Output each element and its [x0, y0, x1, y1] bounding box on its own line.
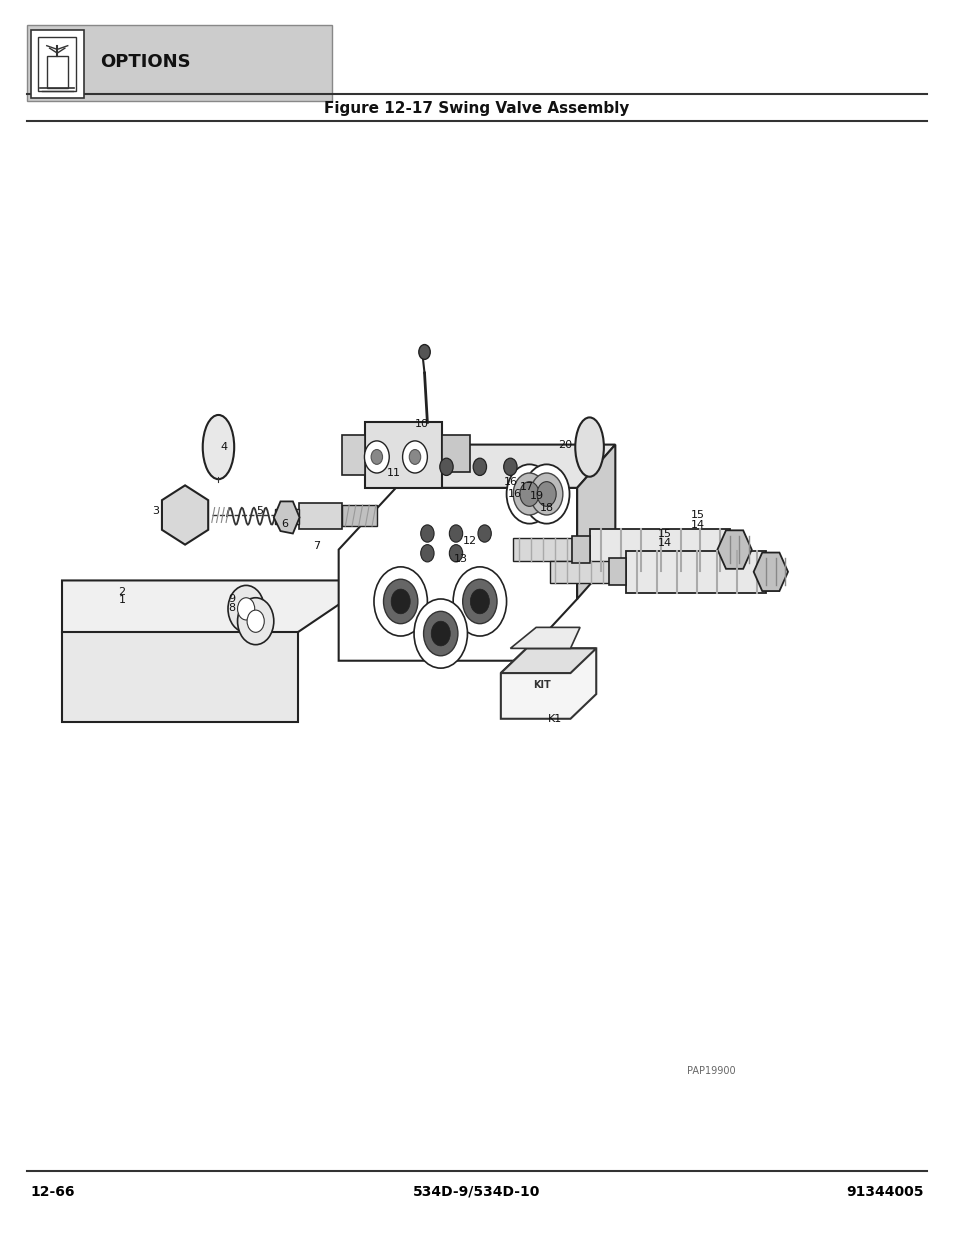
Text: 12: 12 [463, 536, 476, 546]
Circle shape [506, 464, 552, 524]
Circle shape [247, 610, 264, 632]
Text: 7: 7 [313, 541, 320, 551]
Polygon shape [510, 627, 579, 648]
Circle shape [391, 589, 410, 614]
Polygon shape [589, 529, 729, 571]
Circle shape [423, 611, 457, 656]
Circle shape [453, 567, 506, 636]
Circle shape [237, 598, 254, 620]
Circle shape [420, 545, 434, 562]
Circle shape [237, 598, 274, 645]
Text: 17: 17 [519, 482, 533, 492]
Circle shape [519, 482, 538, 506]
Polygon shape [572, 536, 589, 563]
Polygon shape [717, 530, 751, 569]
Polygon shape [62, 632, 297, 722]
Circle shape [383, 579, 417, 624]
Text: 15: 15 [691, 510, 704, 520]
FancyBboxPatch shape [27, 25, 332, 101]
Polygon shape [162, 485, 208, 545]
Polygon shape [365, 422, 441, 488]
Polygon shape [341, 505, 376, 526]
Text: 14: 14 [658, 538, 671, 548]
Circle shape [503, 458, 517, 475]
Circle shape [477, 525, 491, 542]
Text: 10: 10 [415, 419, 428, 429]
Circle shape [537, 482, 556, 506]
Text: 11: 11 [387, 468, 400, 478]
Text: 14: 14 [691, 520, 704, 530]
Circle shape [523, 464, 569, 524]
FancyBboxPatch shape [38, 37, 76, 91]
Polygon shape [274, 509, 298, 524]
Circle shape [414, 599, 467, 668]
Circle shape [371, 450, 382, 464]
Circle shape [530, 473, 562, 515]
Text: OPTIONS: OPTIONS [100, 53, 191, 70]
Text: 2: 2 [118, 587, 126, 597]
Text: 18: 18 [539, 503, 553, 513]
Text: 16: 16 [508, 489, 521, 499]
Circle shape [513, 473, 545, 515]
Polygon shape [608, 558, 625, 585]
Text: KIT: KIT [533, 680, 550, 690]
Polygon shape [513, 538, 572, 561]
Circle shape [470, 589, 489, 614]
Circle shape [420, 525, 434, 542]
Circle shape [439, 458, 453, 475]
Text: 16: 16 [503, 477, 517, 487]
Circle shape [364, 441, 389, 473]
Text: 9: 9 [228, 594, 235, 604]
FancyBboxPatch shape [47, 56, 68, 88]
Circle shape [462, 579, 497, 624]
Text: 12-66: 12-66 [30, 1184, 75, 1199]
Text: 5: 5 [255, 506, 263, 516]
Polygon shape [298, 503, 341, 529]
Text: 15: 15 [658, 529, 671, 538]
Polygon shape [500, 648, 596, 673]
Circle shape [473, 458, 486, 475]
Text: Figure 12-17 Swing Valve Assembly: Figure 12-17 Swing Valve Assembly [324, 101, 629, 116]
Text: 1: 1 [118, 595, 126, 605]
Text: 19: 19 [530, 492, 543, 501]
Circle shape [449, 545, 462, 562]
Text: PAP19900: PAP19900 [686, 1066, 735, 1076]
Circle shape [409, 450, 420, 464]
Text: 8: 8 [228, 603, 235, 613]
Circle shape [374, 567, 427, 636]
Polygon shape [274, 501, 299, 534]
Text: 6: 6 [280, 519, 288, 529]
Ellipse shape [575, 417, 603, 477]
Polygon shape [341, 435, 365, 475]
Circle shape [431, 621, 450, 646]
Circle shape [418, 345, 430, 359]
Polygon shape [500, 648, 596, 719]
Text: 4: 4 [220, 442, 228, 452]
Polygon shape [549, 561, 608, 583]
Circle shape [449, 525, 462, 542]
Polygon shape [338, 488, 577, 661]
Polygon shape [62, 580, 341, 632]
Polygon shape [753, 552, 787, 592]
Text: 534D-9/534D-10: 534D-9/534D-10 [413, 1184, 540, 1199]
Text: K1: K1 [548, 714, 561, 724]
Circle shape [228, 585, 264, 632]
Text: 13: 13 [454, 555, 467, 564]
Text: 91344005: 91344005 [845, 1184, 923, 1199]
Polygon shape [395, 445, 615, 488]
Polygon shape [441, 435, 470, 472]
FancyBboxPatch shape [31, 30, 84, 98]
Text: 3: 3 [152, 506, 159, 516]
Ellipse shape [202, 415, 234, 479]
Text: 20: 20 [558, 440, 571, 450]
Polygon shape [625, 551, 765, 593]
Circle shape [402, 441, 427, 473]
Polygon shape [577, 445, 615, 599]
